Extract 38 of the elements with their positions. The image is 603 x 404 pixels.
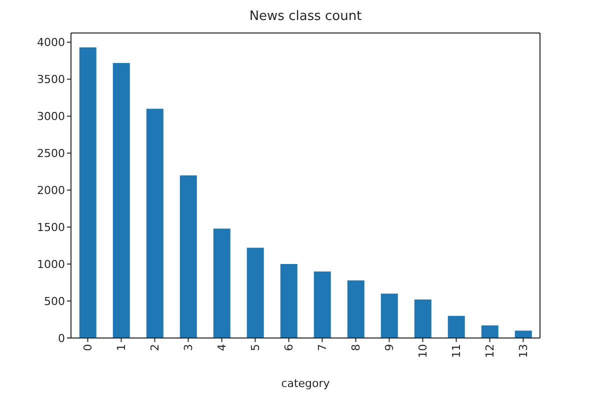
y-tick-label: 3000: [37, 110, 65, 124]
bar: [213, 228, 230, 338]
bar: [79, 47, 96, 338]
y-tick-label: 1500: [37, 220, 65, 234]
bar: [414, 300, 432, 338]
x-tick-label: 8: [349, 344, 362, 351]
x-tick-label: 2: [148, 344, 162, 351]
x-tick-label: 13: [516, 344, 530, 358]
bar: [481, 325, 498, 338]
bar: [146, 108, 164, 338]
x-tick-label: 0: [81, 344, 94, 351]
bar: [180, 175, 197, 338]
x-tick-label: 3: [182, 344, 195, 351]
y-tick-label: 3500: [37, 73, 65, 86]
chart-title: News class count: [248, 9, 363, 25]
x-tick-label: 1: [114, 344, 128, 351]
bar: [380, 294, 398, 338]
x-tick-label: 10: [416, 344, 430, 358]
bar: [280, 264, 298, 338]
x-tick-label: 9: [382, 344, 396, 351]
bar: [347, 280, 364, 338]
bar: [112, 62, 130, 338]
x-axis-title: category: [281, 377, 330, 390]
x-tick-label: 12: [483, 344, 496, 358]
x-tick-label: 11: [450, 344, 463, 358]
x-tick-label: 6: [282, 344, 296, 351]
y-tick-label: 2500: [37, 147, 65, 160]
x-tick-label: 4: [215, 344, 228, 351]
y-tick-label: 1000: [37, 258, 65, 271]
x-tick-label: 7: [316, 344, 329, 351]
bar: [246, 248, 264, 338]
bar: [448, 316, 465, 338]
x-tick-label: 5: [248, 344, 262, 351]
bar: [314, 271, 331, 338]
y-tick-label: 2000: [37, 184, 65, 198]
y-tick-label: 4000: [37, 36, 65, 50]
y-tick-label: 500: [44, 294, 65, 308]
bar: [514, 330, 532, 338]
